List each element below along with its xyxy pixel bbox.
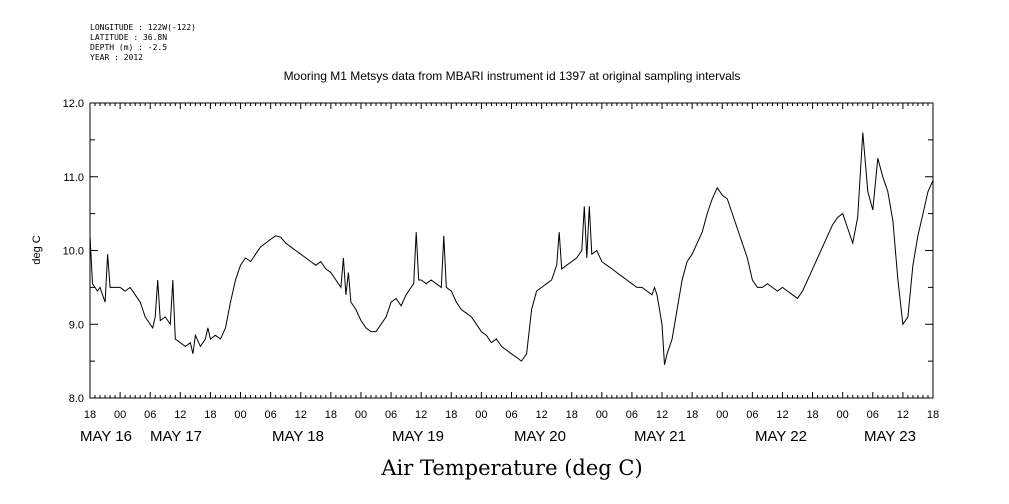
x-tick-label: 12 xyxy=(415,409,427,421)
latitude-label: LATITUDE : 36.8N xyxy=(90,33,167,42)
x-tick-label: 12 xyxy=(295,409,307,421)
day-label: MAY 17 xyxy=(150,428,202,445)
x-tick-label: 06 xyxy=(144,409,156,421)
depth-label: DEPTH (m) : -2.5 xyxy=(90,43,167,52)
day-label: MAY 23 xyxy=(864,428,916,445)
series-line xyxy=(89,132,934,365)
y-tick-label: 11.0 xyxy=(63,172,84,184)
x-tick-label: 18 xyxy=(325,409,337,421)
x-tick-label: 00 xyxy=(355,409,367,421)
y-tick-label: 10.0 xyxy=(63,246,84,258)
x-tick-label: 12 xyxy=(174,409,186,421)
x-tick-label: 00 xyxy=(837,409,849,421)
x-tick-label: 12 xyxy=(776,409,788,421)
longitude-label: LONGITUDE : 122W(-122) xyxy=(90,23,196,32)
x-tick-label: 18 xyxy=(806,409,818,421)
x-tick-label: 18 xyxy=(84,409,96,421)
x-tick-label: 00 xyxy=(234,409,246,421)
x-tick-label: 18 xyxy=(445,409,457,421)
year-label: YEAR : 2012 xyxy=(90,53,143,62)
x-tick-label: 18 xyxy=(927,409,939,421)
day-label: MAY 18 xyxy=(272,428,324,445)
x-tick-label: 18 xyxy=(686,409,698,421)
x-tick-label: 06 xyxy=(867,409,879,421)
y-tick-label: 12.0 xyxy=(63,98,84,110)
x-tick-label: 18 xyxy=(204,409,216,421)
day-label: MAY 22 xyxy=(755,428,807,445)
y-tick-label: 9.0 xyxy=(69,319,84,331)
x-tick-label: 06 xyxy=(385,409,397,421)
x-tick-label: 06 xyxy=(265,409,277,421)
x-tick-label: 12 xyxy=(656,409,668,421)
x-tick-label: 06 xyxy=(746,409,758,421)
x-tick-label: 00 xyxy=(475,409,487,421)
day-label: MAY 20 xyxy=(514,428,566,445)
x-tick-label: 00 xyxy=(596,409,608,421)
series-layer xyxy=(89,132,934,365)
day-labels: MAY 16 MAY 17 MAY 18 MAY 19 MAY 20 MAY 21 MAY … xyxy=(80,428,916,445)
y-tick-labels: 8.0 9.0 10.0 11.0 12.0 xyxy=(63,98,84,405)
day-label: MAY 19 xyxy=(392,428,444,445)
x-tick-label: 12 xyxy=(535,409,547,421)
y-axis-label: deg C xyxy=(31,235,43,264)
x-tick-label: 00 xyxy=(716,409,728,421)
x-tick-label: 12 xyxy=(897,409,909,421)
day-label: MAY 21 xyxy=(634,428,686,445)
day-label: MAY 16 xyxy=(80,428,132,445)
y-tick-label: 8.0 xyxy=(69,393,84,405)
x-tick-label: 06 xyxy=(626,409,638,421)
axis-ticks xyxy=(89,102,934,399)
x-tick-label: 18 xyxy=(566,409,578,421)
chart-title: Mooring M1 Metsys data from MBARI instru… xyxy=(284,69,741,83)
x-tick-label: 00 xyxy=(114,409,126,421)
x-tick-label: 06 xyxy=(505,409,517,421)
x-axis-title: Air Temperature (deg C) xyxy=(380,456,642,480)
x-tick-labels: 18 00 06 12 18 00 06 12 18 00 06 12 18 00 06 12 18 00 06 12… xyxy=(84,409,939,421)
